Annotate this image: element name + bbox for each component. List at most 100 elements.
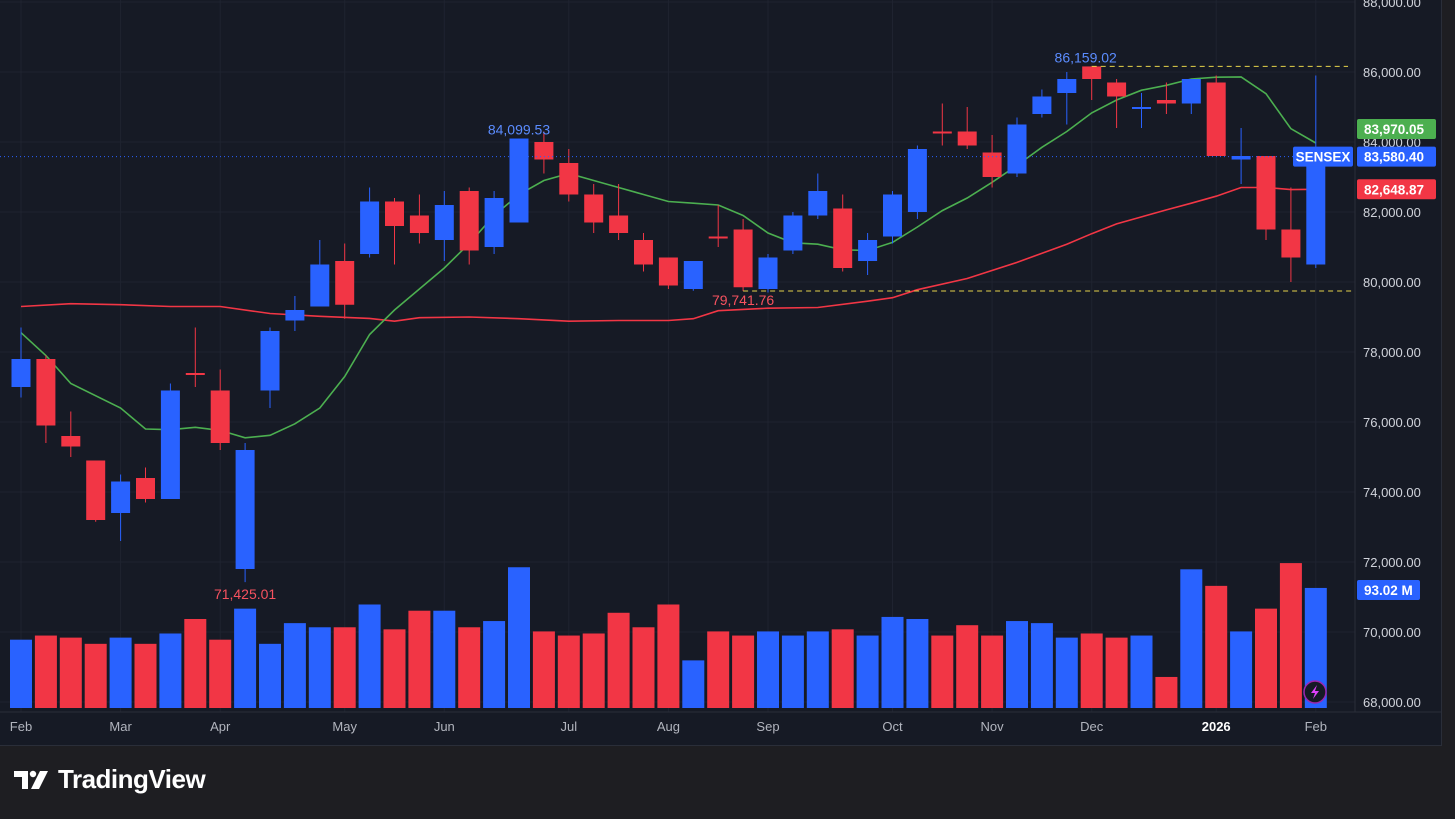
candle-body [509,138,529,223]
chart-panel[interactable]: 86,159.02 84,099.53 71,425.01 79,741.76 68,… [0,0,1442,746]
volume-bar [383,629,406,708]
volume-bar [1155,676,1178,708]
candle[interactable] [808,173,828,220]
candle[interactable] [1181,79,1201,114]
candle-body [111,481,131,513]
candle[interactable] [235,443,255,583]
volume-bar [84,643,107,708]
x-tick-label: Apr [210,719,231,734]
candle-body [1082,66,1102,79]
candle-body [1231,156,1251,160]
candle[interactable] [858,233,878,275]
candle[interactable] [1032,89,1052,118]
candle[interactable] [409,194,429,244]
candle[interactable] [360,187,380,258]
candle[interactable] [534,131,554,174]
candle[interactable] [957,107,977,149]
candle[interactable] [783,212,803,254]
price-chart[interactable]: 86,159.02 84,099.53 71,425.01 79,741.76 68,… [0,0,1441,745]
candle[interactable] [459,187,479,265]
candle[interactable] [584,184,604,233]
candle[interactable] [1107,79,1127,128]
x-tick-label: 2026 [1202,719,1231,734]
candle[interactable] [310,240,330,307]
candle[interactable] [36,355,56,444]
candle[interactable] [1306,75,1326,269]
volume-bar [1279,563,1302,708]
candle[interactable] [907,145,927,220]
candle[interactable] [385,198,404,265]
candle[interactable] [982,135,1002,188]
candle-body [584,194,604,223]
x-tick-label: Nov [981,719,1005,734]
candle[interactable] [658,257,678,290]
candle-body [459,191,479,251]
candle[interactable] [136,467,155,503]
volume-tag-bg [1357,579,1420,600]
candle-body [185,373,205,375]
candle[interactable] [61,411,81,458]
candle-body [1032,96,1052,114]
candle-body [409,215,429,233]
candle[interactable] [86,460,106,522]
candle[interactable] [559,149,579,202]
volume-bar [582,633,605,708]
candle-body [11,359,31,387]
volume-bar [981,635,1004,708]
candle[interactable] [11,327,31,398]
candle[interactable] [185,327,205,388]
volume-bar [458,627,481,708]
candle[interactable] [1231,128,1251,184]
candle[interactable] [1256,156,1276,240]
candle[interactable] [708,205,728,247]
candle[interactable] [634,233,653,272]
x-tick-label: Feb [1305,719,1327,734]
candle[interactable] [1057,72,1077,125]
candle[interactable] [683,261,703,291]
volume-bar [1080,633,1103,708]
candle[interactable] [509,138,529,223]
candle[interactable] [111,474,131,542]
low-label: 71,425.01 [214,586,276,602]
candle-body [1306,156,1326,265]
candle[interactable] [1132,93,1151,128]
x-tick-label: Mar [109,719,132,734]
candle-body [1007,124,1027,174]
candle[interactable] [210,369,230,451]
y-tick-label: 78,000.00 [1363,345,1421,360]
candle[interactable] [260,327,280,409]
volume-bar [508,567,530,708]
volume-bar [10,639,32,708]
candle-body [609,215,629,233]
candle[interactable] [758,254,778,293]
candle[interactable] [1082,66,1102,100]
candle[interactable] [1007,117,1027,178]
candle[interactable] [609,184,629,240]
candle[interactable] [932,103,952,146]
candle[interactable] [1156,82,1176,115]
lightning-icon[interactable] [1303,680,1327,704]
candle-body [335,261,355,305]
brand-name: TradingView [58,764,206,794]
volume-bars [10,563,1327,708]
candle[interactable] [1206,75,1226,157]
ma-fast-price-tag: 83,970.05 [1364,122,1425,137]
candle[interactable] [833,194,853,272]
candle-body [957,131,977,146]
candle-body [907,149,927,212]
tradingview-logo[interactable]: TradingView [14,764,206,795]
x-tick-label: Sep [756,719,779,734]
candle[interactable] [160,383,180,500]
candle[interactable] [733,219,753,292]
volume-bar [209,639,232,708]
candle[interactable] [434,191,454,261]
candle[interactable] [1281,187,1301,283]
candle[interactable] [883,191,902,244]
candle-body [310,264,330,307]
last-price-tag-bg [1357,146,1436,167]
candle[interactable] [335,243,355,319]
candlesticks[interactable] [11,66,1326,583]
candle[interactable] [285,296,305,331]
candle[interactable] [484,191,504,254]
ma-fast-line [20,76,1317,439]
